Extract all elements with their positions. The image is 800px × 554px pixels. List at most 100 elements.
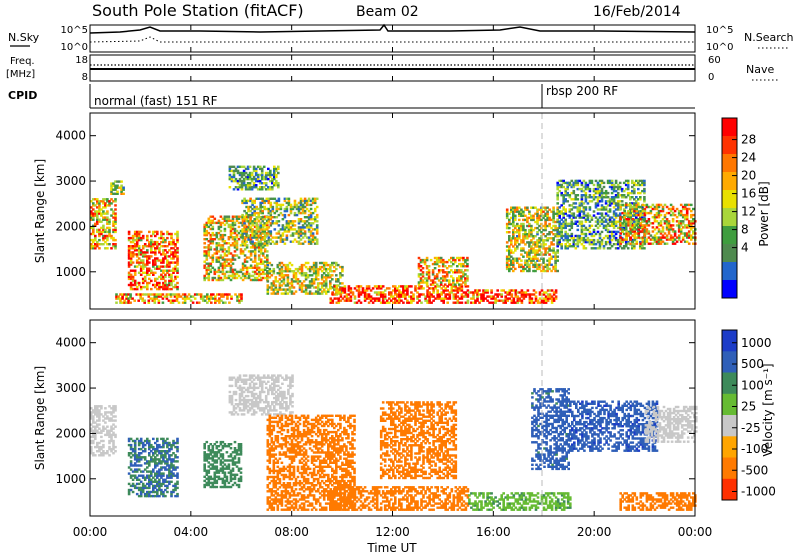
echo-cell xyxy=(152,232,155,236)
echo-cell xyxy=(125,293,128,296)
echo-cell xyxy=(618,226,622,230)
echo-cell xyxy=(675,236,679,239)
echo-cell xyxy=(560,228,563,232)
echo-cell xyxy=(627,220,630,223)
echo-cell xyxy=(600,181,604,185)
echo-cell xyxy=(209,268,213,271)
echo-cell xyxy=(556,206,559,209)
echo-cell xyxy=(263,222,266,225)
echo-cell xyxy=(227,276,231,280)
echo-cell xyxy=(146,271,149,274)
echo-cell xyxy=(458,279,461,282)
echo-cell xyxy=(261,260,265,263)
echo-cell xyxy=(534,235,537,238)
echo-cell xyxy=(584,187,588,191)
echo-cell xyxy=(398,295,401,298)
echo-cell xyxy=(524,251,527,254)
echo-cell xyxy=(172,279,175,283)
echo-cell xyxy=(168,273,171,276)
echo-cell xyxy=(588,224,592,227)
echo-cell xyxy=(127,482,131,486)
echo-cell xyxy=(683,213,687,217)
echo-cell xyxy=(309,218,313,221)
echo-cell xyxy=(284,263,288,267)
echo-cell xyxy=(168,232,171,236)
echo-cell xyxy=(546,263,549,266)
echo-cell xyxy=(303,226,307,229)
echo-cell xyxy=(596,196,600,199)
echo-cell xyxy=(524,243,527,246)
echo-cell xyxy=(236,182,240,185)
echo-cell xyxy=(687,222,691,225)
echo-cell xyxy=(345,299,349,302)
echo-cell xyxy=(604,220,608,223)
echo-cell xyxy=(552,239,555,242)
echo-cell xyxy=(343,299,347,302)
echo-cell xyxy=(522,269,525,273)
echo-cell xyxy=(301,228,305,231)
echo-cell xyxy=(329,265,332,269)
echo-cell xyxy=(637,179,640,183)
echo-cell xyxy=(512,257,515,260)
echo-cell xyxy=(242,179,246,183)
echo-cell xyxy=(635,224,639,227)
echo-cell xyxy=(460,262,463,266)
echo-cell xyxy=(127,301,130,304)
echo-cell xyxy=(170,281,173,285)
echo-cell xyxy=(464,281,467,284)
echo-cell xyxy=(576,181,580,185)
echo-cell xyxy=(131,261,135,264)
echo-cell xyxy=(458,275,461,278)
echo-cell xyxy=(552,224,555,228)
echo-cell xyxy=(133,445,137,449)
echo-cell xyxy=(582,202,586,205)
echo-cell xyxy=(392,297,395,300)
echo-cell xyxy=(528,299,532,302)
echo-cell xyxy=(139,273,143,276)
echo-cell xyxy=(284,290,288,293)
echo-cell xyxy=(116,180,119,183)
echo-cell xyxy=(361,289,365,292)
echo-cell xyxy=(616,194,620,197)
echo-cell xyxy=(163,295,167,298)
echo-cell xyxy=(627,203,630,207)
echo-cell xyxy=(127,490,131,494)
echo-cell xyxy=(236,186,240,189)
echo-cell xyxy=(261,220,264,223)
echo-cell xyxy=(520,253,523,256)
echo-cell xyxy=(120,190,123,193)
echo-cell xyxy=(505,241,509,244)
nave-label: Nave xyxy=(746,63,774,76)
echo-cell xyxy=(231,217,235,220)
echo-cell xyxy=(206,297,209,300)
echo-cell xyxy=(205,223,209,227)
echo-cell xyxy=(241,268,245,271)
echo-cell xyxy=(100,214,103,217)
echo-cell xyxy=(614,185,618,189)
echo-cell xyxy=(637,191,640,195)
echo-cell xyxy=(174,265,177,268)
echo-cell xyxy=(207,274,211,278)
echo-cell xyxy=(618,212,622,215)
echo-cell xyxy=(300,267,304,271)
echo-cell xyxy=(653,238,657,241)
echo-cell xyxy=(631,179,634,183)
echo-cell xyxy=(219,262,223,265)
echo-cell xyxy=(282,276,286,279)
echo-cell xyxy=(308,292,312,295)
echo-cell xyxy=(316,274,320,277)
echo-cell xyxy=(247,220,250,223)
echo-cell xyxy=(536,216,539,220)
echo-cell xyxy=(146,255,149,258)
echo-cell xyxy=(456,271,459,274)
echo-cell xyxy=(133,283,137,287)
echo-cell xyxy=(294,267,298,271)
echo-cell xyxy=(129,287,133,291)
echo-cell xyxy=(322,284,326,287)
echo-cell xyxy=(286,270,290,273)
echo-cell xyxy=(221,278,225,282)
echo-cell xyxy=(298,265,302,269)
echo-cell xyxy=(635,202,638,205)
echo-cell xyxy=(227,217,231,220)
echo-cell xyxy=(490,295,493,298)
